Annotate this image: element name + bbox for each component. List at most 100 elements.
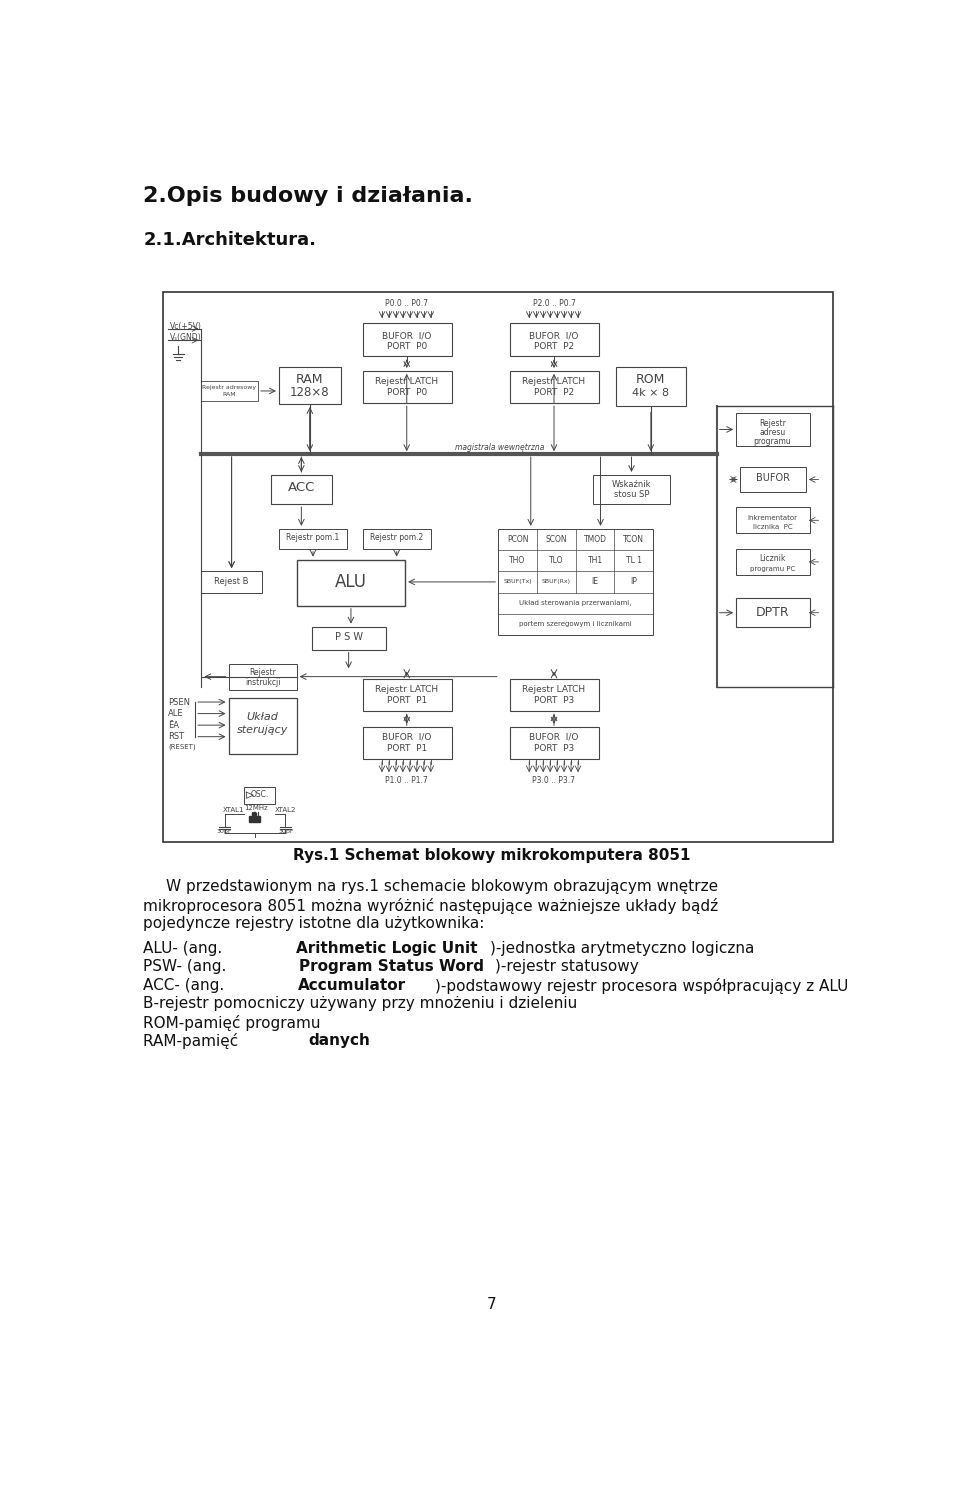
Bar — [736, 507, 809, 534]
Text: THO: THO — [510, 556, 526, 565]
Text: OSC.: OSC. — [251, 790, 269, 799]
Text: DPTR: DPTR — [756, 607, 789, 619]
Text: BUFOR: BUFOR — [756, 473, 789, 483]
Text: 7: 7 — [487, 1297, 497, 1312]
Text: sterujący: sterujący — [237, 724, 288, 735]
Bar — [278, 367, 341, 404]
Text: ACC: ACC — [288, 482, 315, 495]
Bar — [250, 816, 260, 822]
Bar — [510, 323, 599, 355]
Text: RAM: RAM — [223, 393, 236, 397]
Text: P1.0 .. P1.7: P1.0 .. P1.7 — [385, 776, 428, 785]
Text: PORT  P3: PORT P3 — [534, 744, 574, 752]
Text: RST: RST — [168, 732, 184, 741]
Text: SBUF(Rx): SBUF(Rx) — [541, 580, 571, 584]
Text: Arithmetic Logic Unit: Arithmetic Logic Unit — [297, 941, 478, 956]
Text: BUFOR  I/O: BUFOR I/O — [382, 733, 431, 742]
Text: BUFOR  I/O: BUFOR I/O — [382, 332, 431, 341]
Text: PORT  P0: PORT P0 — [387, 388, 427, 397]
Text: SBUF(Tx): SBUF(Tx) — [503, 580, 532, 584]
Text: PSEN: PSEN — [168, 697, 190, 706]
Bar — [244, 787, 275, 803]
Text: Inkrementator: Inkrementator — [748, 515, 798, 520]
Bar — [736, 598, 809, 628]
Text: Vᴄ(+5V): Vᴄ(+5V) — [170, 321, 203, 330]
Text: TMOD: TMOD — [584, 535, 607, 544]
Text: PORT  P2: PORT P2 — [534, 388, 574, 397]
Bar — [363, 727, 452, 758]
Bar — [202, 381, 258, 401]
Text: mikroprocesora 8051 można wyróżnić następujące ważniejsze układy bądź: mikroprocesora 8051 można wyróżnić nastę… — [143, 898, 718, 913]
Bar — [363, 323, 452, 355]
Text: 128×8: 128×8 — [290, 387, 329, 399]
Text: W przedstawionym na rys.1 schemacie blokowym obrazującym wnętrze: W przedstawionym na rys.1 schemacie blok… — [166, 879, 719, 894]
Text: PORT  P3: PORT P3 — [534, 696, 574, 705]
Text: RAM: RAM — [296, 373, 324, 387]
Text: PSW- (ang.: PSW- (ang. — [143, 959, 231, 974]
Text: TL 1: TL 1 — [626, 556, 642, 565]
Text: )-rejestr statusowy: )-rejestr statusowy — [495, 959, 639, 974]
Text: IE: IE — [591, 577, 599, 586]
Text: SCON: SCON — [545, 535, 567, 544]
Text: Licznik: Licznik — [759, 555, 785, 564]
Bar — [363, 529, 431, 549]
Text: Rejestr LATCH: Rejestr LATCH — [375, 686, 439, 694]
Text: Vₛ(GND): Vₛ(GND) — [170, 333, 202, 342]
Text: P3.0 .. P3.7: P3.0 .. P3.7 — [533, 776, 575, 785]
Bar — [498, 529, 653, 635]
Bar — [162, 293, 833, 842]
Text: ALU- (ang.: ALU- (ang. — [143, 941, 228, 956]
Text: TCON: TCON — [623, 535, 644, 544]
Text: PORT  P2: PORT P2 — [534, 342, 574, 351]
Text: Rejestr pom.2: Rejestr pom.2 — [370, 532, 423, 541]
Text: (RESET): (RESET) — [168, 744, 196, 749]
Text: Wskaźnik: Wskaźnik — [612, 480, 651, 489]
Text: 12MHz: 12MHz — [244, 806, 268, 812]
Bar — [736, 413, 809, 446]
Text: Rejestr LATCH: Rejestr LATCH — [375, 378, 439, 387]
Text: Rejestr LATCH: Rejestr LATCH — [522, 378, 586, 387]
Bar — [592, 474, 670, 504]
Text: IP: IP — [631, 577, 637, 586]
Text: RAM-pamięć: RAM-pamięć — [143, 1033, 244, 1050]
Text: Rys.1 Schemat blokowy mikrokomputera 8051: Rys.1 Schemat blokowy mikrokomputera 805… — [293, 849, 691, 864]
Text: licznika  PC: licznika PC — [753, 525, 792, 531]
Text: 2.1.Architektura.: 2.1.Architektura. — [143, 230, 316, 248]
Text: stosu SP: stosu SP — [613, 489, 649, 498]
Text: instrukcji: instrukcji — [245, 678, 280, 687]
Text: programu PC: programu PC — [750, 567, 795, 572]
Text: pojedyncze rejestry istotne dla użytkownika:: pojedyncze rejestry istotne dla użytkown… — [143, 916, 485, 931]
Text: 30pF: 30pF — [278, 828, 294, 834]
Text: Rejestr: Rejestr — [759, 419, 786, 428]
Bar — [312, 626, 386, 650]
Text: P2.0 .. P0.7: P2.0 .. P0.7 — [533, 299, 575, 308]
Text: TH1: TH1 — [588, 556, 603, 565]
Text: programu: programu — [754, 437, 791, 446]
Text: 30pF: 30pF — [217, 828, 232, 834]
Text: PCON: PCON — [507, 535, 528, 544]
Text: PORT  P0: PORT P0 — [387, 342, 427, 351]
Text: Rejest B: Rejest B — [214, 577, 249, 586]
Text: PORT  P1: PORT P1 — [387, 696, 427, 705]
Bar — [510, 370, 599, 403]
Text: Rejestr: Rejestr — [250, 668, 276, 677]
Text: ĒA: ĒA — [168, 721, 180, 730]
Text: ACC- (ang.: ACC- (ang. — [143, 977, 229, 993]
Text: BUFOR  I/O: BUFOR I/O — [529, 332, 579, 341]
Text: )-podstawowy rejestr procesora współpracujący z ALU: )-podstawowy rejestr procesora współprac… — [435, 977, 848, 993]
Text: Rejestr pom.1: Rejestr pom.1 — [286, 532, 340, 541]
Text: )-jednostka arytmetyczno logiczna: )-jednostka arytmetyczno logiczna — [491, 941, 755, 956]
Text: ROM: ROM — [636, 373, 665, 387]
Bar — [271, 474, 331, 504]
Bar — [202, 571, 262, 593]
Text: XTAL1: XTAL1 — [223, 807, 245, 813]
Bar — [363, 370, 452, 403]
Text: portem szeregowym i licznikami: portem szeregowym i licznikami — [519, 622, 632, 628]
Text: B-rejestr pomocniczy używany przy mnożeniu i dzieleniu: B-rejestr pomocniczy używany przy mnożen… — [143, 996, 578, 1011]
Text: Accumulator: Accumulator — [298, 977, 406, 993]
Bar — [740, 467, 805, 492]
Text: danych: danych — [308, 1033, 371, 1048]
Text: Układ: Układ — [247, 712, 278, 723]
Text: P S W: P S W — [335, 632, 363, 642]
Text: Rejestr adresowy: Rejestr adresowy — [203, 385, 256, 391]
